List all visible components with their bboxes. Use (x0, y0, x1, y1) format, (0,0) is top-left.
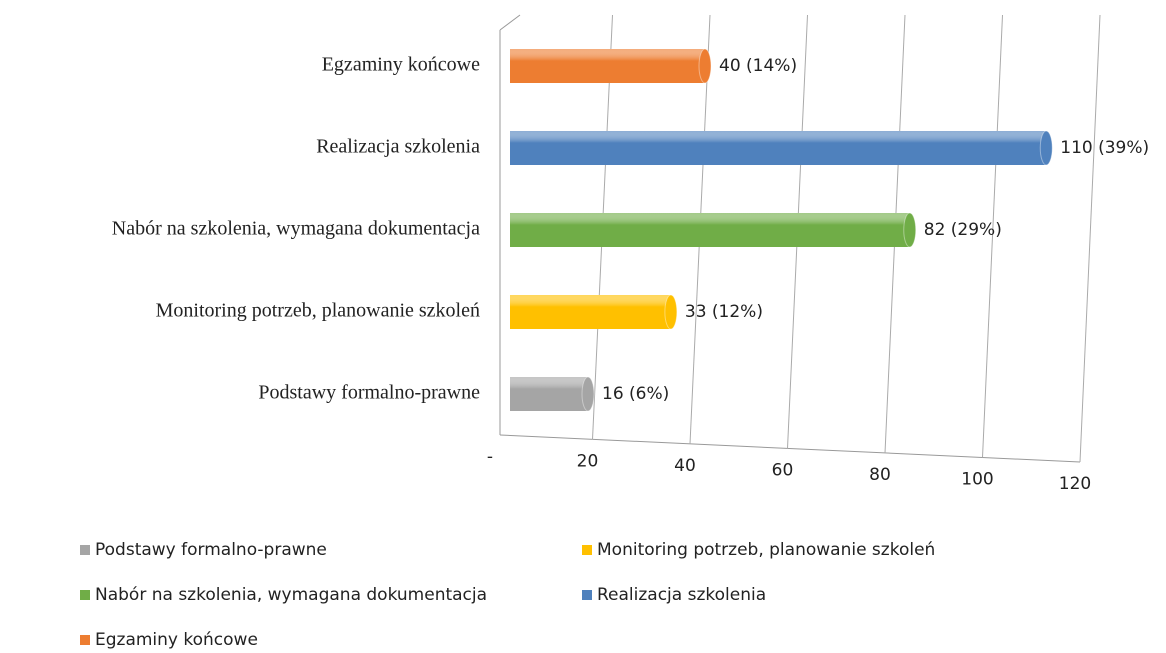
axis-line (499, 14, 521, 31)
legend-swatch (582, 590, 592, 600)
x-tick-label: 100 (961, 470, 993, 490)
x-tick-label: 20 (577, 452, 599, 472)
x-tick-label: 80 (869, 465, 891, 485)
legend-label: Podstawy formalno-prawne (95, 540, 327, 560)
legend-label: Nabór na szkolenia, wymagana dokumentacj… (95, 585, 487, 605)
bar-cap (1039, 130, 1053, 166)
legend-swatch (80, 545, 90, 555)
legend-swatch (80, 590, 90, 600)
legend-label: Egzaminy końcowe (95, 630, 258, 650)
data-label: 40 (14%) (719, 56, 797, 76)
data-label: 82 (29%) (924, 220, 1002, 240)
data-label: 33 (12%) (685, 302, 763, 322)
grid-line (1079, 14, 1101, 463)
x-tick-label: - (487, 447, 493, 467)
y-tick-label: Egzaminy końcowe (322, 54, 480, 76)
x-tick-label: 40 (674, 456, 696, 476)
y-tick-label: Nabór na szkolenia, wymagana dokumentacj… (112, 218, 480, 240)
y-tick-label: Monitoring potrzeb, planowanie szkoleń (156, 300, 480, 322)
bar-shade (510, 295, 671, 329)
y-tick-label: Realizacja szkolenia (316, 136, 480, 158)
legend-swatch (80, 635, 90, 645)
data-label: 110 (39%) (1060, 138, 1149, 158)
bar-cap (664, 294, 678, 330)
x-tick-label: 120 (1059, 474, 1091, 494)
data-label: 16 (6%) (602, 384, 669, 404)
bar-shade (510, 377, 588, 411)
legend-label: Realizacja szkolenia (597, 585, 766, 605)
bar-shade (510, 213, 910, 247)
axis-line (499, 434, 1081, 463)
y-tick-label: Podstawy formalno-prawne (258, 382, 480, 404)
legend-label: Monitoring potrzeb, planowanie szkoleń (597, 540, 935, 560)
bar-shade (510, 49, 705, 83)
bar-cap (903, 212, 917, 248)
bar-cap (698, 48, 712, 84)
legend-swatch (582, 545, 592, 555)
bar-cap (581, 376, 595, 412)
bar-shade (510, 131, 1047, 165)
grid-line (982, 14, 1003, 458)
x-tick-label: 60 (772, 461, 794, 481)
